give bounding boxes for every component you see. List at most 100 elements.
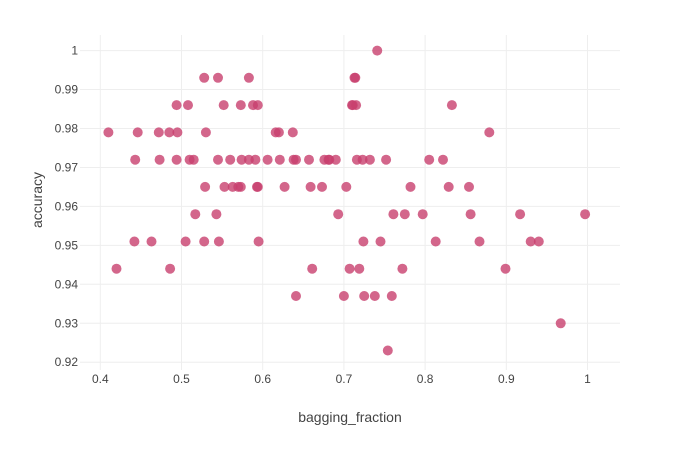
scatter-point[interactable] xyxy=(213,236,224,247)
scatter-point[interactable] xyxy=(364,154,375,165)
scatter-point[interactable] xyxy=(330,154,341,165)
scatter-point[interactable] xyxy=(386,291,397,301)
scatter-point[interactable] xyxy=(111,263,122,274)
scatter-point[interactable] xyxy=(381,154,392,165)
scatter-point[interactable] xyxy=(464,181,474,192)
scatter-point[interactable] xyxy=(146,236,157,247)
scatter-point[interactable] xyxy=(219,181,230,192)
scatter-point[interactable] xyxy=(225,154,236,165)
scatter-point[interactable] xyxy=(164,127,175,138)
scatter-point[interactable] xyxy=(291,154,301,165)
scatter-point[interactable] xyxy=(580,209,591,220)
scatter-point[interactable] xyxy=(369,291,380,301)
scatter-point[interactable] xyxy=(172,127,183,138)
scatter-point[interactable] xyxy=(200,181,211,192)
scatter-point[interactable] xyxy=(235,100,246,111)
scatter-point[interactable] xyxy=(180,236,191,247)
scatter-point[interactable] xyxy=(399,209,410,220)
scatter-point[interactable] xyxy=(515,209,526,220)
scatter-point[interactable] xyxy=(304,154,314,165)
scatter-point[interactable] xyxy=(484,127,495,138)
scatter-point[interactable] xyxy=(354,263,365,274)
scatter-point[interactable] xyxy=(307,263,318,274)
scatter-point[interactable] xyxy=(188,154,199,165)
scatter-point[interactable] xyxy=(372,45,383,56)
y-axis-title: accuracy xyxy=(29,172,45,228)
scatter-point[interactable] xyxy=(183,100,193,111)
scatter-point[interactable] xyxy=(430,236,441,247)
scatter-point[interactable] xyxy=(218,100,229,111)
scatter-point[interactable] xyxy=(417,209,428,220)
scatter-point[interactable] xyxy=(533,236,544,247)
scatter-point[interactable] xyxy=(213,72,223,83)
y-tick-label: 0.99 xyxy=(55,83,79,97)
scatter-point[interactable] xyxy=(200,127,211,138)
scatter-point[interactable] xyxy=(279,181,290,192)
scatter-point[interactable] xyxy=(274,154,285,165)
scatter-point[interactable] xyxy=(250,154,261,165)
scatter-point[interactable] xyxy=(474,236,485,247)
y-tick-label: 0.96 xyxy=(55,199,79,213)
scatter-point[interactable] xyxy=(443,181,454,192)
y-tick-labels: 0.92 0.93 0.94 0.95 0.96 0.97 0.98 0.99 1 xyxy=(55,44,79,370)
scatter-point[interactable] xyxy=(165,263,176,274)
x-tick-labels: 0.4 0.5 0.6 0.7 0.8 0.9 1 xyxy=(92,372,591,386)
scatter-point[interactable] xyxy=(199,236,210,247)
y-tick-label: 0.93 xyxy=(55,316,79,330)
scatter-point[interactable] xyxy=(424,154,435,165)
y-tick-label: 0.97 xyxy=(55,160,79,174)
scatter-point[interactable] xyxy=(338,291,349,301)
scatter-point[interactable] xyxy=(252,100,263,111)
scatter-point[interactable] xyxy=(388,209,399,220)
scatter-point[interactable] xyxy=(465,209,476,220)
scatter-point[interactable] xyxy=(235,181,246,192)
scatter-point[interactable] xyxy=(273,127,284,138)
scatter-point[interactable] xyxy=(341,181,352,192)
scatter-point[interactable] xyxy=(350,72,361,83)
scatter-point[interactable] xyxy=(130,154,141,165)
scatter-point[interactable] xyxy=(500,263,511,274)
scatter-point[interactable] xyxy=(525,236,536,247)
x-tick-label: 0.9 xyxy=(498,372,515,386)
scatter-point[interactable] xyxy=(359,291,370,301)
scatter-point[interactable] xyxy=(333,209,344,220)
x-gridlines xyxy=(99,35,589,370)
scatter-point[interactable] xyxy=(317,181,327,192)
scatter-point[interactable] xyxy=(253,236,264,247)
scatter-point[interactable] xyxy=(190,209,201,220)
scatter-point[interactable] xyxy=(397,263,408,274)
scatter-point[interactable] xyxy=(252,181,263,192)
scatter-point[interactable] xyxy=(357,154,368,165)
scatter-point[interactable] xyxy=(199,72,210,83)
scatter-point[interactable] xyxy=(305,181,316,192)
scatter-point[interactable] xyxy=(236,154,247,165)
scatter-point[interactable] xyxy=(287,127,298,138)
y-tick-label: 0.98 xyxy=(55,121,79,135)
x-tick-label: 0.8 xyxy=(417,372,434,386)
scatter-point[interactable] xyxy=(358,236,369,247)
scatter-point[interactable] xyxy=(351,100,362,111)
scatter-point[interactable] xyxy=(103,127,114,138)
y-tick-label: 1 xyxy=(71,44,78,58)
y-tick-label: 0.94 xyxy=(55,277,79,291)
scatter-point[interactable] xyxy=(262,154,273,165)
data-points xyxy=(103,45,591,356)
scatter-point[interactable] xyxy=(375,236,386,247)
scatter-point[interactable] xyxy=(405,181,416,192)
scatter-point[interactable] xyxy=(132,127,143,138)
scatter-point[interactable] xyxy=(171,154,182,165)
scatter-point[interactable] xyxy=(171,100,182,111)
scatter-point[interactable] xyxy=(154,154,165,165)
scatter-point[interactable] xyxy=(344,263,355,274)
scatter-point[interactable] xyxy=(382,345,393,356)
scatter-point[interactable] xyxy=(446,100,457,111)
scatter-point[interactable] xyxy=(129,236,140,247)
scatter-point[interactable] xyxy=(555,318,566,329)
scatter-point[interactable] xyxy=(211,209,222,220)
scatter-point[interactable] xyxy=(153,127,164,138)
x-tick-label: 0.7 xyxy=(336,372,353,386)
scatter-point[interactable] xyxy=(243,72,254,83)
scatter-point[interactable] xyxy=(213,154,223,165)
scatter-point[interactable] xyxy=(438,154,448,165)
scatter-point[interactable] xyxy=(291,291,301,301)
